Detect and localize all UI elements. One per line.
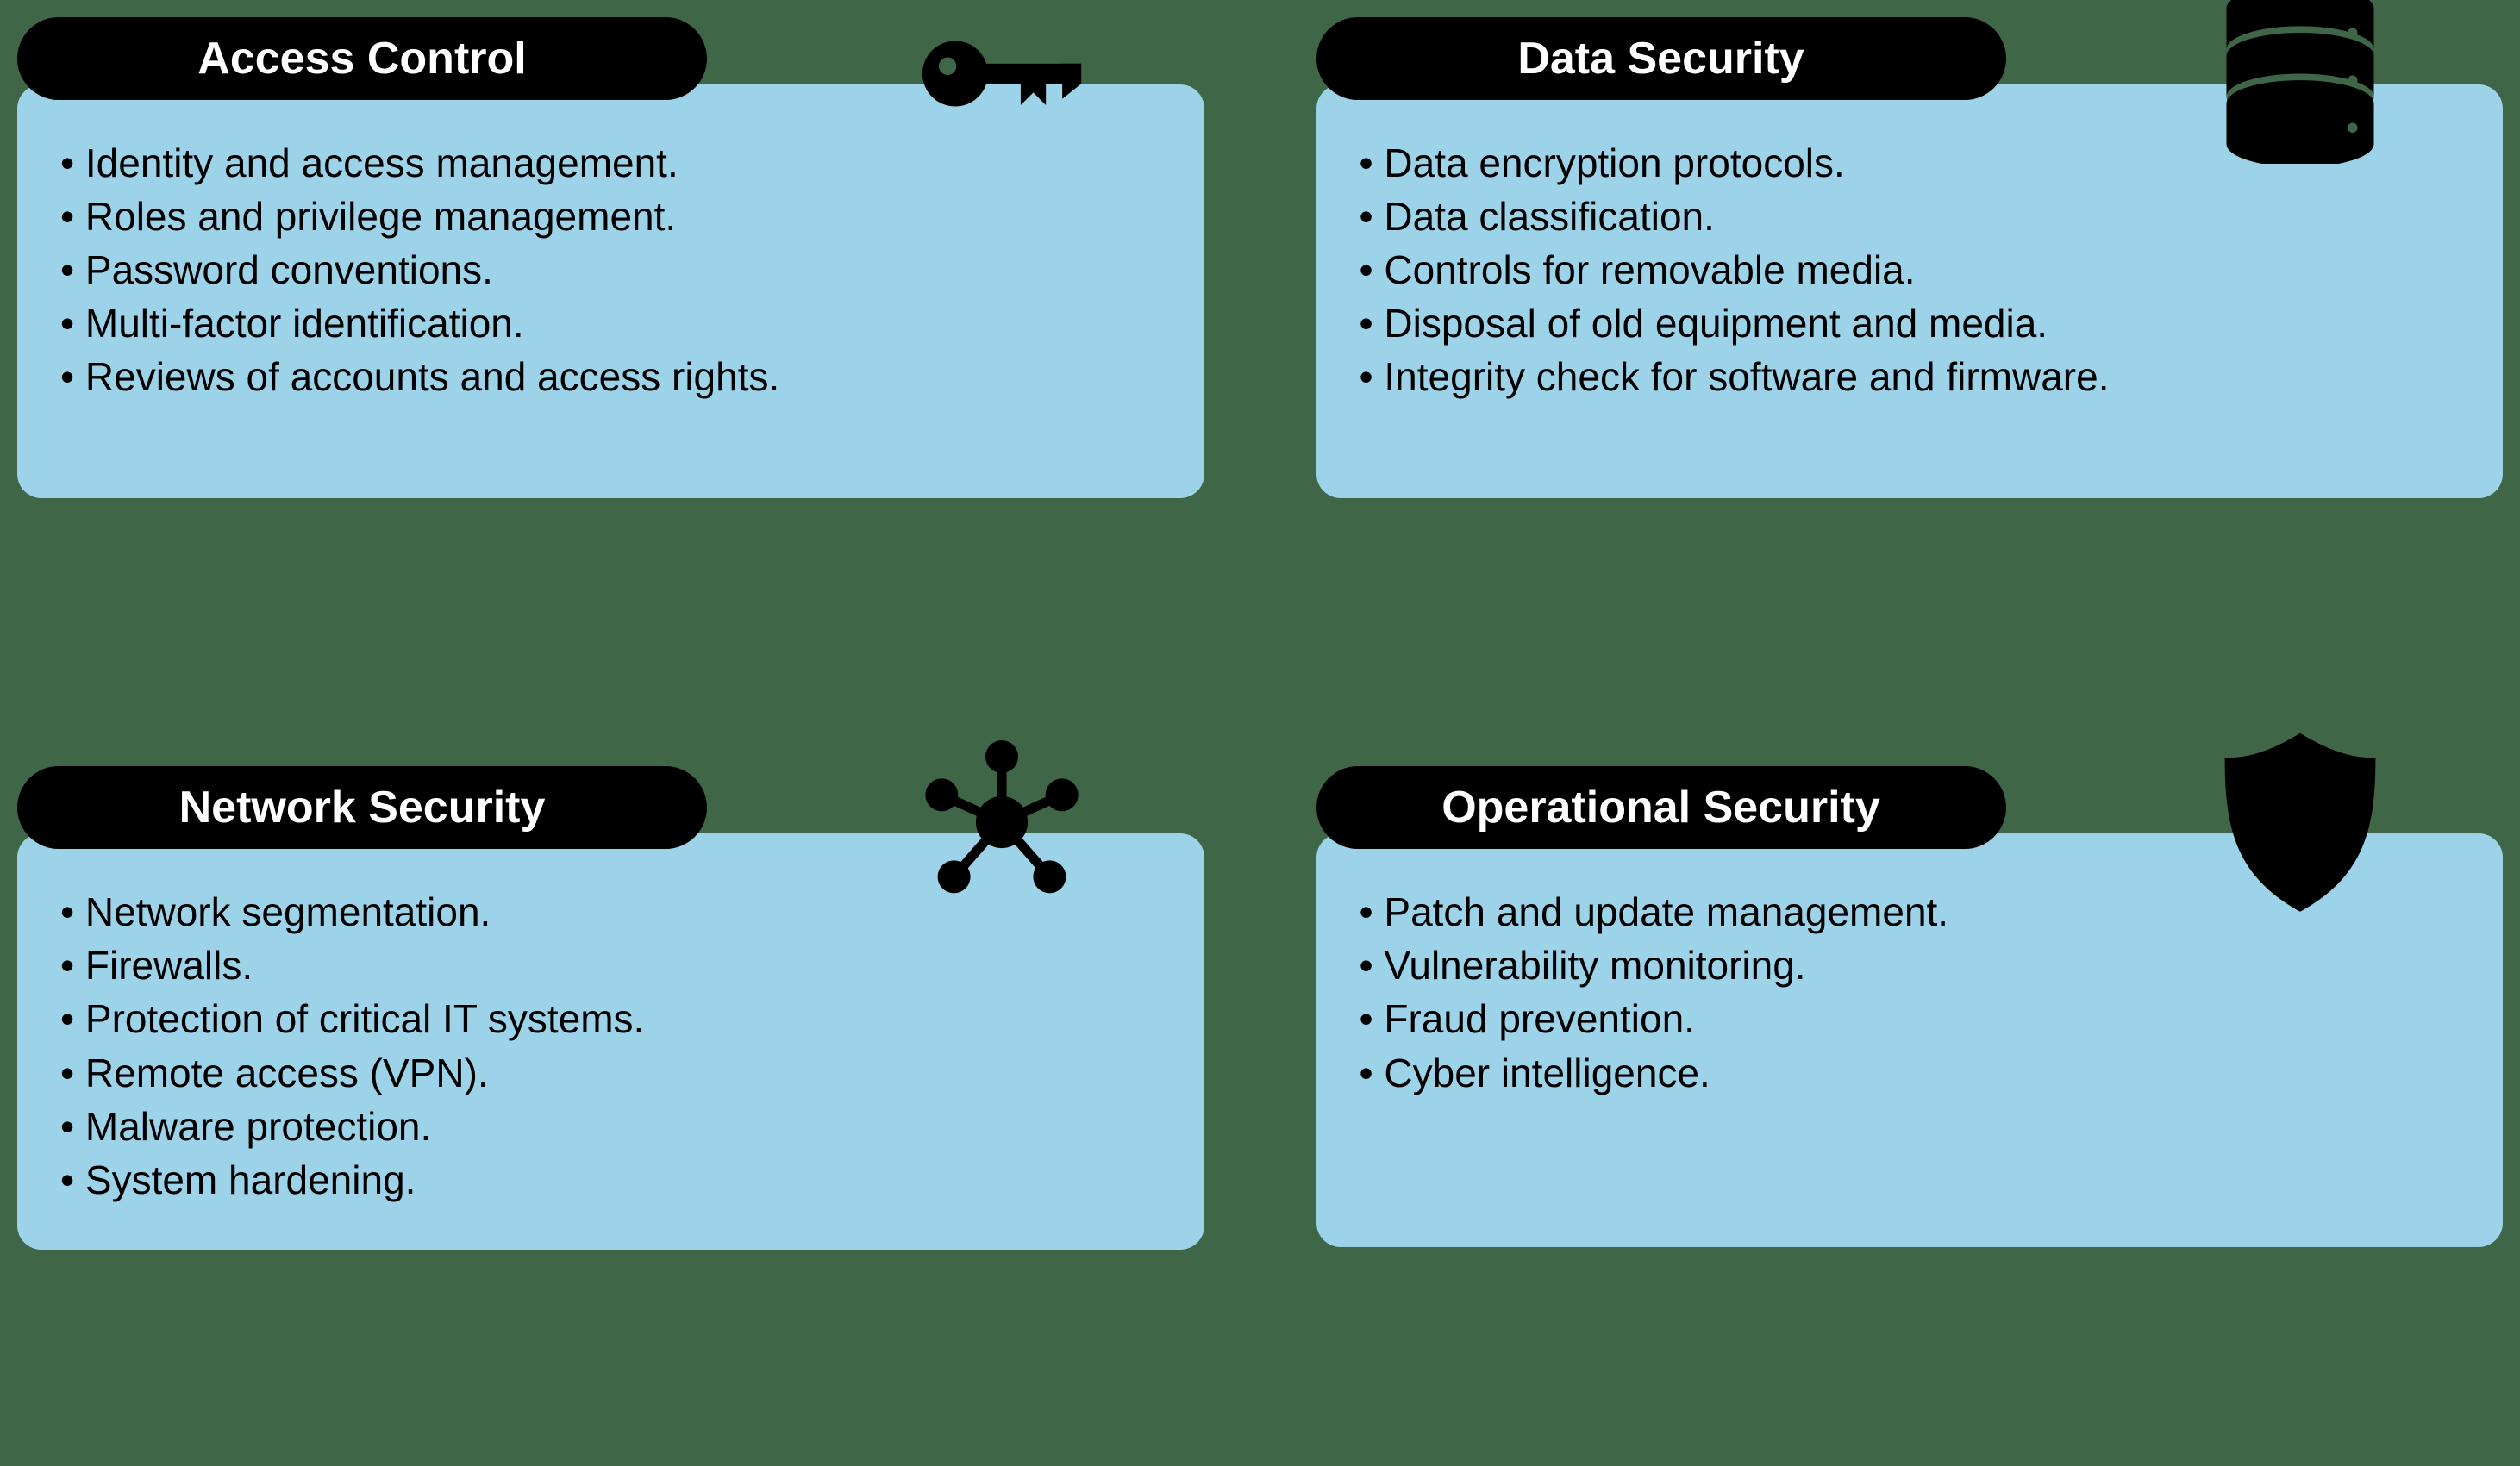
category-cell: Operational Security Patch and update man…	[1316, 766, 2504, 1449]
list-item: Malware protection.	[60, 1100, 1161, 1153]
list-item: Remote access (VPN).	[60, 1046, 1161, 1100]
list-item: Password conventions.	[60, 243, 1161, 296]
item-list: Identity and access management.Roles and…	[60, 136, 1161, 403]
category-header: Network Security	[17, 766, 707, 849]
list-item: Fraud prevention.	[1360, 992, 2461, 1045]
category-cell: Access Control Identity and access manage…	[17, 17, 1204, 697]
database-icon	[2218, 0, 2382, 155]
category-header: Data Security	[1316, 17, 2006, 100]
list-item: Vulnerability monitoring.	[1360, 939, 2461, 992]
list-item: Multi-factor identification.	[60, 296, 1161, 350]
list-item: Cyber intelligence.	[1360, 1046, 2461, 1100]
category-cell: Network Security Network segmentation.Fir…	[17, 766, 1204, 1449]
infographic-canvas: Access Control Identity and access manage…	[0, 0, 2520, 1466]
category-cell: Data Security Data encryption protocols.D…	[1316, 17, 2504, 697]
list-item: Reviews of accounts and access rights.	[60, 350, 1161, 403]
category-header: Operational Security	[1316, 766, 2006, 849]
list-item: System hardening.	[60, 1153, 1161, 1207]
list-item: Controls for removable media.	[1360, 243, 2461, 296]
shield-icon	[2218, 740, 2382, 904]
item-list: Data encryption protocols.Data classific…	[1360, 136, 2461, 403]
item-list: Network segmentation.Firewalls.Protectio…	[60, 885, 1161, 1207]
key-icon	[920, 0, 1084, 155]
list-item: Roles and privilege management.	[60, 190, 1161, 243]
list-item: Disposal of old equipment and media.	[1360, 296, 2461, 350]
list-item: Protection of critical IT systems.	[60, 992, 1161, 1045]
category-header: Access Control	[17, 17, 707, 100]
list-item: Firewalls.	[60, 939, 1161, 992]
network-icon	[920, 740, 1084, 904]
list-item: Data classification.	[1360, 190, 2461, 243]
item-list: Patch and update management.Vulnerabilit…	[1360, 885, 2461, 1099]
list-item: Integrity check for software and firmwar…	[1360, 350, 2461, 403]
